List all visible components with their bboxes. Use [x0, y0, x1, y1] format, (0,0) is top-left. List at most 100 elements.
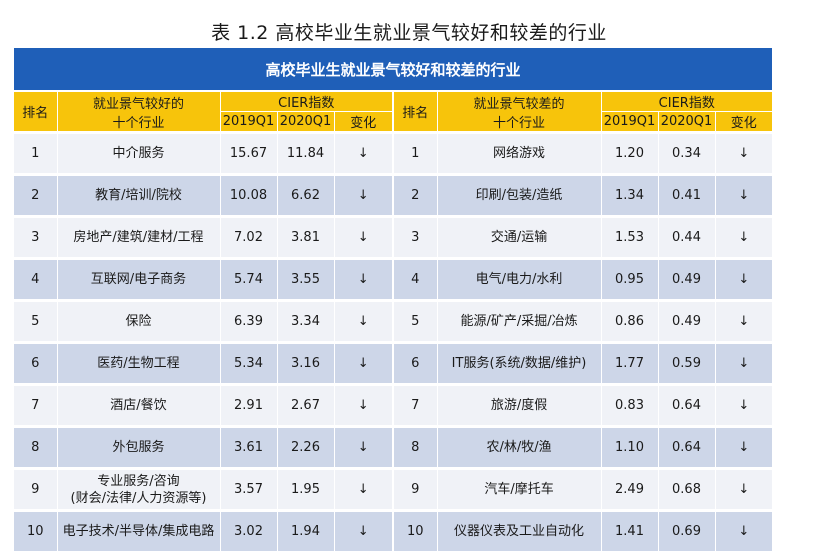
bad-2019-cell: 0.95: [600, 257, 659, 301]
good-industry-cell-text: 房地产/建筑/建材/工程: [73, 230, 204, 245]
table-row: 7 酒店/餐饮 2.91 2.67 ↓ 7 旅游/度假 0.83 0.64 ↓: [14, 383, 773, 427]
good-industry-cell: 中介服务: [56, 131, 220, 175]
rank-cell: 7: [14, 383, 57, 427]
good-2020-cell: 3.81: [276, 215, 334, 259]
table-row: 10 电子技术/半导体/集成电路 3.02 1.94 ↓ 10 仪器仪表及工业自动化 1.41…: [14, 509, 773, 551]
bad-2020-cell: 0.41: [657, 173, 716, 217]
rank2-cell: 4: [392, 257, 438, 301]
good-2020-cell: 2.67: [276, 383, 334, 427]
rank-cell-text: 7: [31, 398, 40, 413]
rank2-cell: 1: [392, 131, 438, 175]
bad-2020-cell: 0.64: [657, 425, 716, 469]
good-change-cell: ↓: [333, 467, 394, 511]
rank2-cell: 6: [392, 341, 438, 385]
rank-cell: 4: [14, 257, 57, 301]
bad-2019-cell: 1.34: [600, 173, 659, 217]
rank2-cell: 5: [392, 299, 438, 343]
good-industry-cell: 酒店/餐饮: [56, 383, 220, 427]
bad-2019-cell: 1.77: [600, 341, 659, 385]
bad-2019-cell: 1.53: [600, 215, 659, 259]
good-industry-cell-text: 电子技术/半导体/集成电路: [62, 524, 215, 539]
good-2019-cell-text: 2.91: [234, 398, 263, 413]
bad-industry-cell: IT服务(系统/数据/维护): [436, 341, 602, 385]
rank2-cell-text: 3: [411, 230, 420, 245]
header-rank-2: 排名: [392, 92, 438, 133]
rank2-cell: 10: [392, 509, 438, 551]
good-industry-cell-text: 酒店/餐饮: [110, 398, 167, 413]
bad-change-cell: ↓: [714, 341, 773, 385]
table-row: 8 外包服务 3.61 2.26 ↓ 8 农/林/牧/渔 1.10 0.64 ↓: [14, 425, 773, 469]
bad-change-cell: ↓: [714, 509, 773, 551]
bad-industry-cell-text: 旅游/度假: [490, 398, 548, 413]
bad-industry-cell: 能源/矿产/采掘/冶炼: [436, 299, 602, 343]
good-industry-cell: 互联网/电子商务: [56, 257, 220, 301]
bad-change-cell: ↓: [714, 131, 773, 175]
bad-industry-cell-text: 网络游戏: [493, 146, 546, 161]
header-2020-bad: 2020Q1: [657, 111, 716, 133]
good-2019-cell: 5.34: [219, 341, 277, 385]
header-bad-line2: 十个行业: [493, 115, 546, 131]
good-industry-cell: 保险: [56, 299, 220, 343]
good-2019-cell: 10.08: [219, 173, 277, 217]
good-2020-cell-text: 2.26: [291, 440, 320, 455]
good-change-cell-text: ↓: [357, 482, 369, 497]
header-2019-good: 2019Q1: [219, 111, 277, 133]
bad-industry-cell: 旅游/度假: [436, 383, 602, 427]
good-2020-cell-text: 1.95: [291, 482, 320, 497]
rank2-cell-text: 9: [411, 482, 420, 497]
table-row: 3 房地产/建筑/建材/工程 7.02 3.81 ↓ 3 交通/运输 1.53 0.44 ↓: [14, 215, 773, 259]
good-industry-cell-text: 保险: [125, 314, 152, 329]
bad-industry-cell-text: IT服务(系统/数据/维护): [451, 356, 587, 371]
good-2019-cell-text: 5.34: [234, 356, 263, 371]
rank2-cell-text: 8: [411, 440, 420, 455]
rank2-cell: 3: [392, 215, 438, 259]
header-bad-industry: 就业景气较差的 十个行业: [436, 92, 602, 133]
good-industry-cell: 房地产/建筑/建材/工程: [56, 215, 220, 259]
bad-industry-cell-text: 仪器仪表及工业自动化: [454, 524, 585, 539]
good-change-cell-text: ↓: [357, 398, 369, 413]
rank-cell-text: 9: [31, 482, 40, 497]
bad-2020-cell: 0.49: [657, 299, 716, 343]
good-industry-cell: 医药/生物工程: [56, 341, 220, 385]
good-change-cell-text: ↓: [357, 146, 369, 161]
rank-cell: 2: [14, 173, 57, 217]
table-row: 1 中介服务 15.67 11.84 ↓ 1 网络游戏 1.20 0.34 ↓: [14, 131, 773, 175]
header-rank: 排名: [14, 92, 57, 133]
bad-2020-cell: 0.69: [657, 509, 716, 551]
good-2019-cell: 5.74: [219, 257, 277, 301]
bad-change-cell-text: ↓: [738, 146, 750, 161]
bad-change-cell-text: ↓: [738, 524, 750, 539]
header-2019-bad: 2019Q1: [600, 111, 659, 133]
header-good-line1: 就业景气较好的: [92, 96, 184, 112]
bad-2019-cell: 1.41: [600, 509, 659, 551]
rank2-cell: 2: [392, 173, 438, 217]
good-industry-cell-text: 互联网/电子商务: [90, 272, 187, 287]
bad-change-cell: ↓: [714, 257, 773, 301]
bad-industry-cell-text: 汽车/摩托车: [484, 482, 554, 497]
good-2019-cell-text: 15.67: [229, 146, 268, 161]
good-2020-cell-text: 11.84: [286, 146, 325, 161]
bad-2020-cell: 0.64: [657, 383, 716, 427]
good-industry-cell-text: 医药/生物工程: [97, 356, 180, 371]
good-2020-cell: 11.84: [276, 131, 334, 175]
bad-2020-cell-text: 0.44: [672, 230, 701, 245]
table-row: 4 互联网/电子商务 5.74 3.55 ↓ 4 电气/电力/水利 0.95 0.49 ↓: [14, 257, 773, 301]
bad-industry-cell: 印刷/包装/造纸: [436, 173, 602, 217]
bad-2019-cell-text: 0.86: [615, 314, 644, 329]
bad-industry-cell-text: 能源/矿产/采掘/冶炼: [460, 314, 578, 329]
good-industry-cell-text-line2: (财会/法律/人力资源等): [70, 490, 207, 506]
rank2-cell-text: 1: [411, 146, 420, 161]
header-bad-line1: 就业景气较差的: [473, 96, 565, 112]
rank-cell: 5: [14, 299, 57, 343]
good-industry-cell-text: 教育/培训/院校: [95, 188, 182, 203]
bad-industry-cell: 交通/运输: [436, 215, 602, 259]
good-2019-cell: 3.57: [219, 467, 277, 511]
good-change-cell-text: ↓: [357, 272, 369, 287]
good-change-cell: ↓: [333, 299, 394, 343]
bad-2020-cell-text: 0.69: [672, 524, 701, 539]
good-2020-cell-text: 3.55: [291, 272, 320, 287]
good-2019-cell: 6.39: [219, 299, 277, 343]
table-caption: 表 1.2 高校毕业生就业景气较好和较差的行业: [211, 22, 607, 44]
rank-cell: 1: [14, 131, 57, 175]
rank2-cell-text: 10: [406, 524, 424, 539]
